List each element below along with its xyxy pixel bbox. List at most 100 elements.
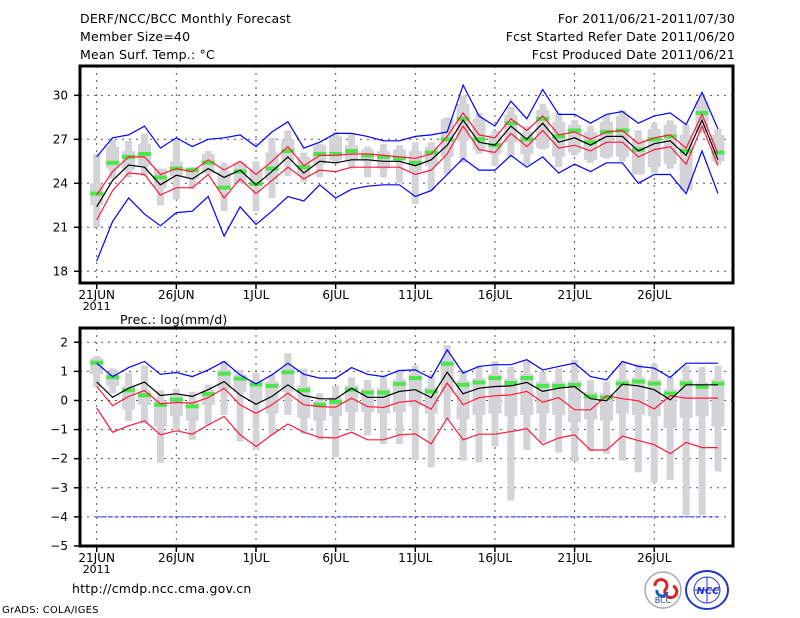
median-marker	[488, 376, 502, 381]
precipitation-chart: −5 −4 −3 −2 −1 0 1 2 21JUN 26JUN 1JUL 6JUL 11JUL 16JU…	[50, 326, 735, 576]
box-bar	[695, 382, 709, 417]
median-marker	[584, 394, 598, 399]
median-marker	[201, 160, 215, 165]
x-tick-label: 21JUN	[78, 288, 115, 302]
box-bar	[695, 101, 709, 132]
median-marker	[504, 381, 518, 386]
whisker-bar	[650, 364, 658, 483]
upper-spread-line	[96, 111, 719, 196]
median-marker	[185, 168, 199, 173]
variable-label: Mean Surf. Temp.: °C	[80, 47, 215, 62]
x-tick-label: 1JUL	[243, 551, 270, 565]
bcc-logo: BCC	[643, 570, 683, 614]
y-tick-label: −5	[50, 539, 68, 553]
source-url[interactable]: http://cmdp.ncc.cma.gov.cn	[72, 581, 252, 596]
box-bar	[265, 381, 279, 414]
box-bar	[711, 379, 725, 427]
box-bar	[711, 134, 725, 162]
median-marker	[631, 147, 645, 152]
start-date: Fcst Started Refer Date 2011/06/20	[505, 29, 735, 44]
median-marker	[361, 390, 375, 395]
precip-label: Prec.: log(mm/d)	[120, 312, 228, 327]
box-bar	[217, 171, 231, 187]
median-marker	[392, 156, 406, 161]
median-marker	[536, 383, 550, 388]
plot-frame	[78, 64, 735, 285]
median-marker	[568, 383, 582, 388]
median-marker	[568, 128, 582, 133]
y-tick-label: −4	[50, 510, 68, 524]
box-bar	[106, 146, 120, 169]
y-tick-label: 21	[53, 220, 68, 234]
x-tick-label: 26JUL	[637, 288, 672, 302]
forecast-period: For 2011/06/21-2011/07/30	[557, 11, 735, 26]
median-marker	[137, 393, 151, 398]
whisker-bar	[411, 142, 419, 204]
median-marker	[536, 116, 550, 121]
x-tick-label: 16JUL	[478, 551, 513, 565]
whisker-bar	[507, 367, 515, 501]
member-size: Member Size=40	[80, 29, 191, 44]
x-tick-label: 16JUL	[478, 288, 513, 302]
lower-spread-line	[96, 407, 718, 455]
whisker-bar	[364, 146, 372, 178]
whisker-bar	[252, 161, 260, 212]
median-marker	[313, 402, 327, 407]
box-bar	[568, 380, 582, 423]
median-marker	[106, 160, 120, 165]
box-bar	[488, 373, 502, 414]
box-bar	[329, 136, 343, 160]
box-bar	[392, 379, 406, 413]
x-tick-label: 11JUL	[398, 288, 433, 302]
upper-spread-line	[96, 381, 718, 414]
box-bar	[106, 372, 120, 386]
median-marker	[392, 381, 406, 386]
box-bar	[185, 167, 199, 179]
median-marker	[599, 395, 613, 400]
box-bar	[504, 378, 518, 417]
median-marker	[361, 153, 375, 158]
median-marker	[153, 175, 167, 180]
median-marker	[281, 370, 295, 375]
median-marker	[679, 381, 693, 386]
median-marker	[265, 166, 279, 171]
median-marker	[552, 134, 566, 139]
y-tick-label: 27	[53, 132, 68, 146]
box-bar	[265, 152, 279, 181]
median-marker	[440, 137, 454, 142]
ncc-logo: NCC	[684, 570, 730, 614]
y-tick-label: 18	[53, 264, 68, 278]
lower-spread-line	[96, 124, 719, 221]
whisker-bar	[411, 365, 419, 461]
median-marker	[201, 392, 215, 397]
y-tick-label: −3	[50, 481, 68, 495]
x-tick-label: 6JUL	[322, 551, 349, 565]
median-marker	[153, 402, 167, 407]
box-bar	[647, 129, 661, 168]
median-marker	[313, 151, 327, 156]
box-bar	[552, 121, 566, 157]
median-marker	[408, 160, 422, 165]
whisker-bar	[252, 372, 260, 450]
median-marker	[376, 154, 390, 159]
whisker-bar	[236, 369, 244, 442]
x-tick-label: 21JUL	[557, 551, 592, 565]
whisker-bar	[427, 142, 435, 191]
whisker-bar	[427, 374, 435, 468]
box-bar	[345, 145, 359, 162]
whisker-bar	[698, 367, 706, 516]
median-marker	[265, 383, 279, 388]
median-marker	[297, 165, 311, 170]
median-marker	[122, 388, 136, 393]
median-marker	[647, 381, 661, 386]
median-marker	[472, 380, 486, 385]
x-tick-label: 26JUN	[158, 288, 195, 302]
median-marker	[679, 149, 693, 154]
median-marker	[472, 137, 486, 142]
median-marker	[424, 389, 438, 394]
median-marker	[408, 376, 422, 381]
x-tick-label: 1JUL	[243, 288, 270, 302]
box-bar	[137, 390, 151, 405]
whisker-bar	[634, 364, 642, 473]
median-marker	[297, 388, 311, 393]
